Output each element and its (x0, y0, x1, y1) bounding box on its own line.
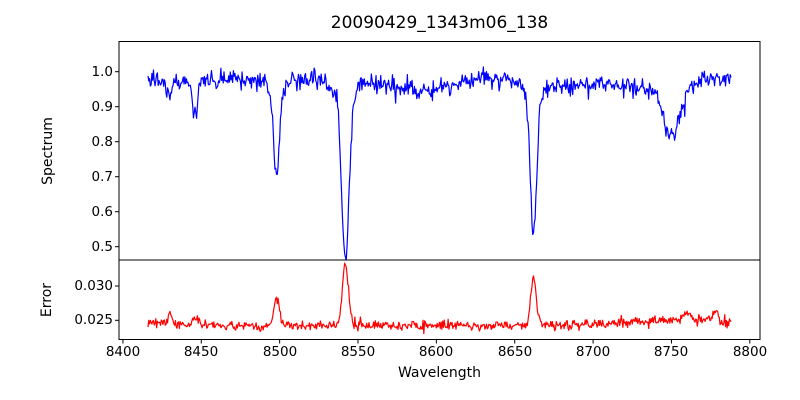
error-line (147, 262, 732, 335)
spectrum-y-tick-label: 0.5 (91, 239, 113, 255)
spectrum-line (147, 66, 732, 260)
x-tick-label: 8550 (340, 344, 376, 360)
x-tick-label: 8450 (183, 344, 219, 360)
spectrum-panel-frame (118, 41, 761, 261)
x-tick-label: 8650 (497, 344, 533, 360)
x-axis-label: Wavelength (397, 365, 482, 381)
x-tick-label: 8700 (575, 344, 611, 360)
error-y-tick-label: 0.025 (74, 312, 113, 328)
error-y-tick-label: 0.030 (74, 278, 113, 294)
spectrum-y-tick-label: 0.7 (91, 169, 113, 185)
spectrum-y-tick-label: 1.0 (91, 64, 113, 80)
y-axis-label-error: Error (39, 282, 55, 318)
spectrum-y-tick-label: 0.6 (91, 204, 113, 220)
x-tick-label: 8600 (418, 344, 454, 360)
x-tick-label: 8800 (732, 344, 768, 360)
axis-tick-marks (115, 71, 751, 344)
x-tick-label: 8400 (105, 344, 141, 360)
x-tick-label: 8500 (262, 344, 298, 360)
spectrum-y-tick-label: 0.9 (91, 99, 113, 115)
spectrum-y-tick-label: 0.8 (91, 134, 113, 150)
x-tick-label: 8750 (653, 344, 689, 360)
plot-title: 20090429_1343m06_138 (330, 13, 549, 33)
error-panel-frame (118, 259, 761, 340)
